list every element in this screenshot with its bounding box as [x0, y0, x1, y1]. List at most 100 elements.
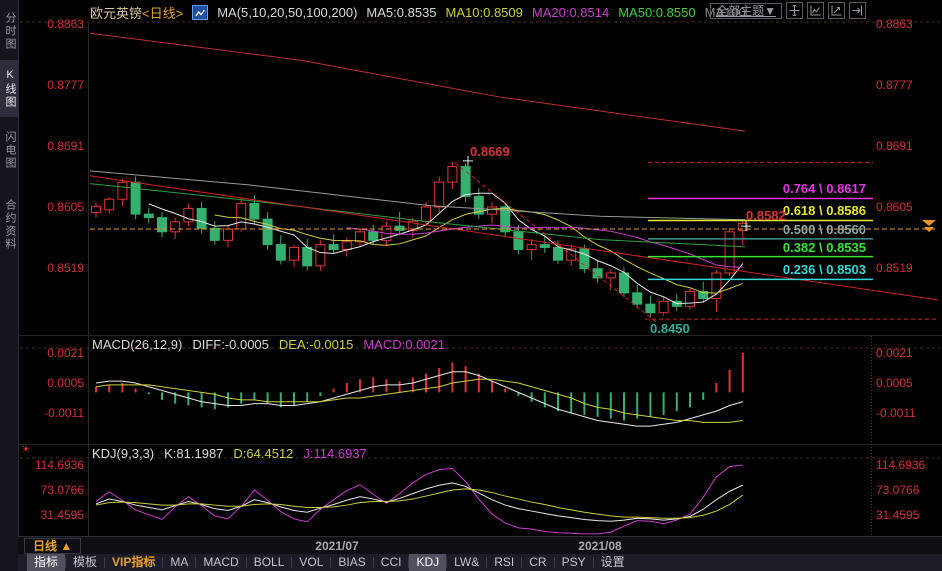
y-axis-label: 0.8691: [47, 138, 84, 153]
macd-title-item-3: MACD:0.0021: [363, 337, 445, 352]
indicator-toolbar: 指标 模板 VIP指标 MA MACD BOLL VOL BIAS CCI KDJ LW& RSI CR…: [18, 554, 942, 571]
indicator-tab-14[interactable]: 设置: [600, 555, 625, 569]
y-axis-label: 73.0766: [40, 482, 84, 497]
y-axis-label: 0.8691: [876, 138, 913, 153]
kdj-title-item-2: D:64.4512: [233, 446, 294, 461]
price-annotation-2: 0.8582: [746, 208, 786, 223]
y-axis-label: 114.6936: [876, 458, 926, 472]
header-controls: 全部主题▼: [710, 2, 866, 19]
fib-level-label-2: 0.500 \ 0.8560: [782, 221, 866, 237]
candlestick-chart-icon[interactable]: [192, 5, 209, 20]
kdj-title-item-1: K:81.1987: [164, 446, 224, 461]
macd-indicator-header: MACD(26,12,9) DIFF:-0.0005 DEA:-0.0015 MACD…: [92, 337, 445, 352]
price-annotation-1: 0.8450: [650, 321, 690, 336]
toolbar-divider: [372, 557, 374, 568]
toolbar-divider: [330, 557, 332, 568]
ma-legend-item-3: MA20:0.8514: [531, 5, 610, 20]
kdj-title-item-3: J:114.6937: [303, 446, 367, 461]
toolbar-divider: [521, 557, 523, 568]
y-axis-label: 0.8605: [876, 199, 913, 214]
kdj-indicator-header: KDJ(9,3,3) K:81.1987 D:64.4512 J:114.6937: [92, 446, 367, 461]
ma-legend-item-1: MA5:0.8535: [366, 5, 437, 20]
sidebar-item-3[interactable]: 合约资料: [4, 199, 16, 251]
y-axis-label: 73.0766: [876, 482, 920, 497]
toolbar-divider: [446, 557, 448, 568]
pan-icon[interactable]: [786, 2, 803, 19]
axis-chart-icon[interactable]: [828, 2, 845, 19]
x-axis-row: 日线 ▲ 2021/07 2021/08: [18, 536, 942, 554]
y-axis-label: -0.0011: [876, 406, 916, 420]
indicator-tab-3[interactable]: MA: [170, 555, 189, 569]
toolbar-divider: [291, 557, 293, 568]
fit-chart-icon[interactable]: [807, 2, 824, 19]
macd-title-item-0: MACD(26,12,9): [92, 337, 183, 352]
chart-type-sidebar: 分时图 K线图闪电图合约资料: [0, 0, 19, 571]
indicator-tab-10[interactable]: LW&: [454, 555, 480, 569]
y-axis-label: 0.0021: [47, 346, 84, 360]
macd-title-item-2: DEA:-0.0015: [278, 337, 354, 352]
indicator-tab-5[interactable]: BOLL: [253, 555, 285, 569]
indicator-tab-4[interactable]: MACD: [203, 555, 239, 569]
period-selector[interactable]: 日线 ▲: [24, 538, 82, 554]
sidebar-item-1[interactable]: K线图: [0, 60, 18, 117]
y-axis-label: 0.8605: [47, 199, 84, 214]
indicator-tab-7[interactable]: BIAS: [338, 555, 366, 569]
fib-level-label-3: 0.382 \ 0.8535: [782, 239, 866, 255]
ma-legend-item-5: MA100: [704, 5, 746, 20]
theme-dropdown-button[interactable]: 全部主题▼: [710, 2, 782, 19]
indicator-tab-13[interactable]: PSY: [561, 555, 586, 569]
period-tag: <日线>: [142, 6, 184, 21]
toolbar-divider: [104, 557, 106, 568]
indicator-tab-11[interactable]: RSI: [494, 555, 515, 569]
indicator-tab-9[interactable]: KDJ: [409, 554, 447, 571]
x-axis-date-label-0: 2021/07: [315, 539, 359, 553]
indicator-tab-1[interactable]: 模板: [73, 555, 98, 569]
indicator-tab-2[interactable]: VIP指标: [112, 555, 156, 569]
y-axis-label: 0.8519: [47, 260, 84, 275]
y-axis-label: 0.0021: [876, 346, 913, 360]
symbol-name: 欧元英镑: [90, 6, 143, 21]
toolbar-divider: [245, 557, 247, 568]
macd-title-item-1: DIFF:-0.0005: [192, 337, 269, 352]
ma-legend-values: MA(5,10,20,50,100,200) MA5:0.8535 MA10:0.8…: [217, 5, 746, 20]
fib-level-label-0: 0.764 \ 0.8617: [782, 181, 866, 197]
y-axis-label: -0.0011: [44, 406, 84, 420]
price-annotation-0: 0.8669: [470, 144, 510, 159]
y-axis-label: 0.8777: [876, 77, 913, 92]
chart-legend: 欧元英镑<日线> MA(5,10,20,50,100,200) MA5:0.853…: [90, 3, 746, 22]
symbol-title: 欧元英镑<日线>: [90, 3, 183, 22]
toolbar-divider: [553, 557, 555, 568]
fib-level-label-4: 0.236 \ 0.8503: [782, 262, 866, 278]
fib-level-label-1: 0.618 \ 0.8586: [782, 203, 866, 219]
ma-legend-item-2: MA10:0.8509: [445, 5, 523, 20]
toolbar-divider: [195, 557, 197, 568]
y-axis-label: 114.6936: [34, 458, 84, 472]
sidebar-item-2[interactable]: 闪电图: [4, 131, 16, 170]
toolbar-divider: [486, 557, 488, 568]
y-axis-label: 31.4595: [876, 507, 920, 522]
expand-pane-icon[interactable]: [849, 2, 866, 19]
ma-legend-item-0: MA(5,10,20,50,100,200): [217, 5, 358, 20]
y-axis-label: 0.8777: [47, 77, 84, 92]
indicator-tab-0[interactable]: 指标: [27, 554, 66, 571]
indicator-tab-6[interactable]: VOL: [299, 555, 324, 569]
y-axis-label: 0.0005: [47, 376, 84, 390]
indicator-tab-12[interactable]: CR: [529, 555, 547, 569]
y-axis-label: 0.8863: [47, 17, 84, 31]
kdj-title-item-0: KDJ(9,3,3): [92, 446, 155, 461]
x-axis-date-label-1: 2021/08: [578, 539, 622, 553]
toolbar-divider: [65, 557, 67, 568]
toolbar-divider: [408, 557, 410, 568]
y-axis-label: 0.8863: [876, 17, 913, 31]
indicator-tab-8[interactable]: CCI: [380, 555, 402, 569]
toolbar-divider: [162, 557, 164, 568]
toolbar-divider: [592, 557, 594, 568]
sidebar-item-0[interactable]: 分时图: [4, 11, 16, 51]
y-axis-label: 0.8519: [876, 260, 913, 275]
sun-marker-icon: ☀: [21, 444, 31, 456]
y-axis-label: 0.0005: [876, 376, 913, 390]
ma-legend-item-4: MA50:0.8550: [618, 5, 696, 20]
y-axis-label: 31.4595: [40, 507, 84, 522]
